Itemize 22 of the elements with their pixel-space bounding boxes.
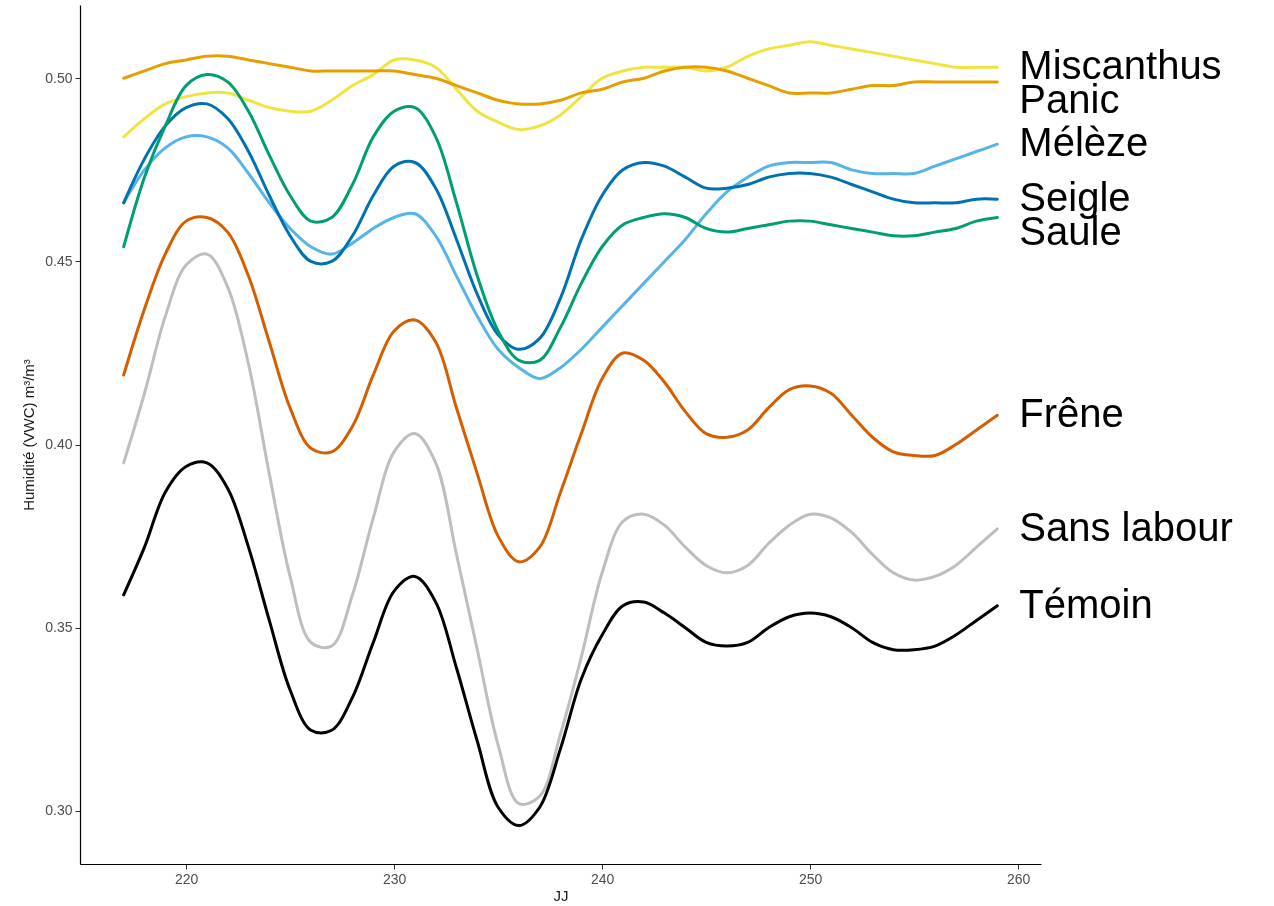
x-tick-label: 230 xyxy=(382,870,407,887)
line-series xyxy=(122,252,999,806)
y-tick-label: 0.40 xyxy=(45,436,73,453)
x-tick-label: 250 xyxy=(798,870,823,887)
line-series xyxy=(122,134,999,381)
line-series xyxy=(122,54,999,106)
line-series xyxy=(122,461,999,828)
y-tick-label: 0.35 xyxy=(45,619,73,636)
x-tick-label: 260 xyxy=(1006,870,1031,887)
series-label: Frêne xyxy=(1019,391,1124,436)
line-series xyxy=(122,215,999,564)
series-label: Mélèze xyxy=(1019,120,1149,165)
line-series xyxy=(122,40,999,139)
y-tick-label: 0.45 xyxy=(45,252,73,269)
y-tick-label: 0.50 xyxy=(45,69,73,86)
y-tick-label: 0.30 xyxy=(45,802,73,819)
x-axis-title: JJ xyxy=(553,886,569,904)
series-label: Témoin xyxy=(1019,581,1153,626)
x-tick-label: 220 xyxy=(174,870,199,887)
x-tick-label: 240 xyxy=(590,870,615,887)
y-axis-title: Humidité (VWC) m³/m³ xyxy=(20,359,38,511)
series-label: Sans labour xyxy=(1019,504,1233,549)
